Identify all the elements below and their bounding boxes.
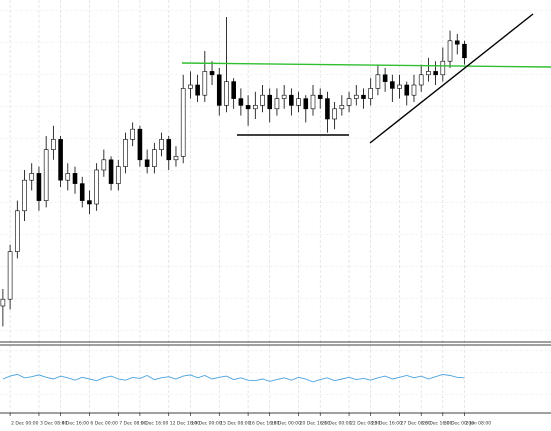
candle-body xyxy=(353,94,359,99)
candle-body xyxy=(115,166,121,184)
candle-body xyxy=(411,84,417,96)
x-tick-label: 7 Dec 08:00 xyxy=(119,421,147,427)
candle-body xyxy=(368,88,373,99)
candle-body xyxy=(440,60,446,76)
candle-body xyxy=(433,71,438,76)
indicator xyxy=(2,373,465,383)
candle-body xyxy=(462,43,467,59)
candle-body xyxy=(426,71,431,76)
x-tick-label: 22 Dec 08:00 xyxy=(350,421,380,427)
candle-body xyxy=(296,98,301,106)
candle-body xyxy=(310,94,316,110)
candle-body xyxy=(260,94,265,106)
candle-body xyxy=(72,173,78,184)
candle-body xyxy=(404,84,410,96)
candle-body xyxy=(22,179,27,212)
x-tick-label: 16 Dec 16:00 xyxy=(249,421,279,427)
grid xyxy=(9,0,465,416)
x-tick-label: 30 Dec 00:00 xyxy=(444,421,474,427)
candle-body xyxy=(361,94,366,99)
grid-pattern xyxy=(0,346,551,412)
candle-body xyxy=(390,81,395,89)
candle-body xyxy=(173,156,179,161)
candle-body xyxy=(15,210,20,252)
candle-body xyxy=(195,84,200,96)
candle-body xyxy=(447,40,453,62)
candle-body xyxy=(303,98,309,110)
x-tick-label: 27 Dec 08:00 xyxy=(401,421,431,427)
candle-body xyxy=(325,98,330,120)
x-tick-label: 23 Dec 16:00 xyxy=(372,421,402,427)
candle-body xyxy=(209,71,215,76)
candle-body xyxy=(180,88,186,157)
candle-body xyxy=(166,139,172,161)
candle-body xyxy=(397,84,402,89)
candle-body xyxy=(339,105,345,110)
x-tick-label: 18 Dec 00:00 xyxy=(271,421,301,427)
trend-line xyxy=(369,13,534,144)
x-tick-label: 6 Dec 00:00 xyxy=(90,421,118,427)
x-tick-label: 14 Dec 00:00 xyxy=(191,421,221,427)
resistance-line xyxy=(181,62,551,68)
candle-body xyxy=(332,108,337,120)
x-tick-label: 2 Jan 08:00 xyxy=(465,421,491,427)
candle-body xyxy=(454,40,460,45)
x-tick-label: 2 Dec 00:00 xyxy=(11,421,39,427)
x-tick-label: 4 Dec 16:00 xyxy=(62,421,90,427)
candle-body xyxy=(108,159,114,184)
candle-body xyxy=(137,128,143,161)
candle-body xyxy=(375,74,381,89)
candles xyxy=(0,17,467,327)
x-tick-label: 12 Dec 16:00 xyxy=(170,421,200,427)
x-axis-labels: 2 Dec 00:00 3 Dec 08:004 Dec 16:00 6 Dec 0… xyxy=(11,421,491,427)
candle-body xyxy=(130,128,136,140)
candle-body xyxy=(94,169,99,205)
candle-body xyxy=(43,149,49,201)
candle-body xyxy=(238,98,244,106)
candle-body xyxy=(36,173,42,201)
candle-body xyxy=(58,139,63,181)
candle-body xyxy=(152,149,157,167)
candle-body xyxy=(245,105,251,110)
candle-body xyxy=(7,251,13,300)
candle-body xyxy=(267,94,273,110)
candle-body xyxy=(418,74,424,86)
candle-body xyxy=(231,81,236,99)
grid-pattern xyxy=(0,0,551,341)
candle-body xyxy=(87,200,92,205)
candle-body xyxy=(123,139,128,167)
x-tick-label: 15 Dec 08:00 xyxy=(220,421,250,427)
x-tick-label: 28 Dec 16:00 xyxy=(422,421,452,427)
candle-body xyxy=(202,71,208,96)
candle-body xyxy=(51,139,56,150)
candle-body xyxy=(65,173,71,181)
candle-body xyxy=(281,94,287,99)
candle-body xyxy=(79,183,85,201)
x-tick-label: 9 Dec 16:00 xyxy=(141,421,169,427)
indicator-line xyxy=(2,373,465,383)
candle-body xyxy=(216,74,222,106)
x-tick-label: 21 Dec 00:00 xyxy=(321,421,351,427)
x-tick-label: 3 Dec 08:00 xyxy=(40,421,68,427)
candle-body xyxy=(346,98,352,106)
candle-body xyxy=(289,94,294,106)
candle-body xyxy=(101,159,107,171)
x-tick-label: 20 Dec 16:00 xyxy=(300,421,330,427)
candle-body xyxy=(0,298,6,307)
candle-body xyxy=(188,84,193,89)
candle-body xyxy=(159,139,164,150)
candle-body xyxy=(382,74,388,82)
candle-body xyxy=(253,105,258,110)
candle-body xyxy=(224,81,229,106)
candle-body xyxy=(144,159,150,167)
candle-body xyxy=(317,94,323,99)
candle-body xyxy=(29,173,35,181)
candle-body xyxy=(274,98,280,110)
